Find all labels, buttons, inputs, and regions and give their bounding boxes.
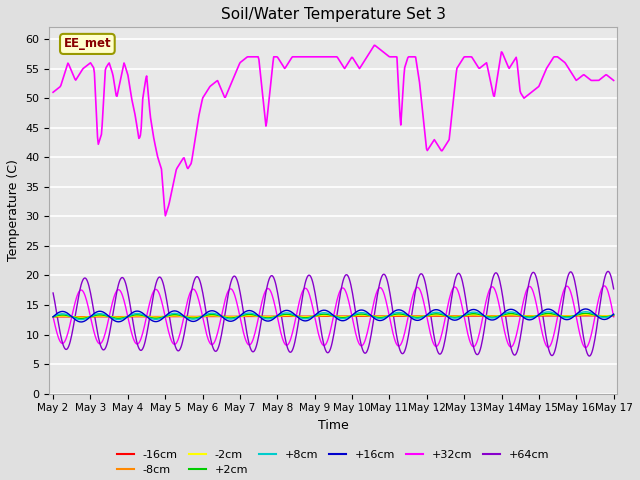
-16cm	[60, 314, 67, 320]
+16cm	[175, 309, 182, 315]
-2cm	[60, 313, 67, 319]
-2cm	[175, 313, 182, 319]
-16cm	[610, 313, 618, 319]
-2cm	[419, 313, 426, 319]
-8cm	[610, 312, 618, 318]
-8cm	[582, 312, 589, 318]
+8cm	[204, 311, 212, 317]
+32cm	[402, 326, 410, 332]
+2cm	[419, 314, 426, 320]
-8cm	[77, 314, 85, 320]
+8cm	[419, 314, 426, 320]
+2cm	[204, 312, 212, 318]
-16cm	[117, 314, 125, 320]
+16cm	[204, 309, 212, 314]
-2cm	[403, 312, 410, 318]
+64cm	[117, 276, 125, 281]
+64cm	[418, 271, 426, 277]
+16cm	[49, 314, 57, 320]
+32cm	[60, 340, 67, 346]
+2cm	[77, 315, 85, 321]
+8cm	[175, 311, 182, 317]
-16cm	[418, 313, 426, 319]
+8cm	[118, 316, 125, 322]
-8cm	[60, 313, 67, 319]
+64cm	[49, 290, 57, 296]
-2cm	[610, 312, 618, 318]
+64cm	[174, 348, 182, 354]
-2cm	[118, 314, 125, 320]
X-axis label: Time: Time	[318, 419, 349, 432]
Line: -2cm: -2cm	[53, 314, 614, 318]
+2cm	[582, 311, 589, 316]
+32cm	[49, 314, 57, 320]
+16cm	[419, 315, 426, 321]
-2cm	[77, 315, 85, 321]
+2cm	[60, 312, 67, 318]
Title: Soil/Water Temperature Set 3: Soil/Water Temperature Set 3	[221, 7, 446, 22]
-8cm	[204, 313, 212, 319]
+2cm	[175, 312, 182, 318]
+32cm	[204, 334, 211, 340]
Line: +64cm: +64cm	[53, 271, 614, 356]
Line: +16cm: +16cm	[53, 309, 614, 322]
+32cm	[600, 283, 608, 289]
-8cm	[49, 314, 57, 320]
Line: -16cm: -16cm	[53, 316, 614, 317]
-2cm	[49, 314, 57, 320]
+2cm	[118, 315, 125, 321]
+16cm	[60, 309, 67, 314]
-2cm	[582, 312, 589, 317]
-16cm	[204, 313, 211, 319]
+8cm	[403, 312, 410, 317]
+64cm	[402, 346, 410, 352]
-16cm	[174, 313, 182, 319]
Legend: -16cm, -8cm, -2cm, +2cm, +8cm, +16cm, +32cm, +64cm: -16cm, -8cm, -2cm, +2cm, +8cm, +16cm, +3…	[113, 445, 554, 480]
+64cm	[604, 268, 612, 274]
+2cm	[403, 312, 410, 318]
+64cm	[204, 318, 211, 324]
+8cm	[582, 309, 589, 314]
+32cm	[610, 314, 618, 320]
-2cm	[204, 313, 212, 319]
+16cm	[77, 319, 85, 325]
Line: +8cm: +8cm	[53, 312, 614, 320]
Line: +2cm: +2cm	[53, 313, 614, 318]
+16cm	[403, 311, 410, 316]
+8cm	[60, 311, 67, 317]
-16cm	[49, 314, 57, 320]
Y-axis label: Temperature (C): Temperature (C)	[7, 159, 20, 262]
Text: EE_met: EE_met	[63, 37, 111, 50]
+32cm	[117, 289, 125, 295]
-8cm	[118, 314, 125, 320]
-8cm	[175, 313, 182, 319]
+16cm	[610, 311, 618, 317]
+16cm	[582, 306, 589, 312]
+8cm	[49, 314, 57, 320]
+64cm	[610, 286, 618, 292]
+8cm	[77, 317, 85, 323]
+32cm	[418, 292, 426, 298]
+16cm	[118, 318, 125, 324]
+8cm	[610, 312, 618, 317]
-8cm	[419, 313, 426, 319]
+32cm	[174, 337, 182, 343]
+32cm	[582, 345, 589, 350]
Line: -8cm: -8cm	[53, 315, 614, 317]
+2cm	[49, 314, 57, 320]
Line: +32cm: +32cm	[53, 286, 614, 348]
+64cm	[60, 342, 67, 348]
-8cm	[403, 313, 410, 319]
+2cm	[610, 312, 618, 318]
-16cm	[402, 313, 410, 319]
+64cm	[586, 353, 593, 359]
